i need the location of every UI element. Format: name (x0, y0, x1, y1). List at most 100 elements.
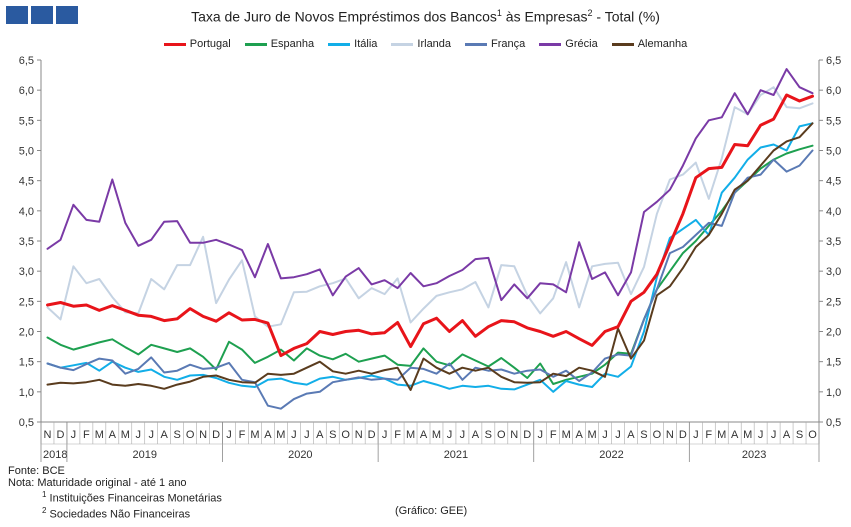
x-tick-label: S (640, 429, 647, 441)
y-tick-label-left: 3,5 (19, 236, 34, 248)
maturity-note: Nota: Maturidade original - até 1 ano (8, 477, 187, 489)
x-tick-label: D (212, 429, 220, 441)
year-label: 2020 (288, 449, 312, 461)
legend-label: Grécia (565, 38, 598, 50)
x-tick-label: J (226, 429, 232, 441)
x-tick-label: A (316, 429, 324, 441)
x-tick-label: J (615, 429, 621, 441)
x-tick-label: J (71, 429, 77, 441)
x-tick-label: A (627, 429, 635, 441)
y-tick-label-right: 3,0 (826, 266, 841, 278)
x-tick-label: A (783, 429, 791, 441)
x-tick-label: N (199, 429, 207, 441)
x-tick-label: A (264, 429, 272, 441)
x-tick-label: M (717, 429, 726, 441)
chart-legend: Portugal Espanha Itália Irlanda França Grécia… (0, 38, 851, 50)
x-tick-label: O (186, 429, 195, 441)
legend-swatch (465, 42, 488, 46)
x-tick-label: J (537, 429, 543, 441)
x-tick-label: J (136, 429, 142, 441)
x-tick-label: N (44, 429, 52, 441)
series-line-portugal (46, 93, 814, 358)
x-tick-label: M (250, 429, 259, 441)
x-tick-label: O (497, 429, 506, 441)
chart-notes: Fonte: BCE Nota: Maturidade original - a… (8, 465, 222, 520)
x-tick-label: S (796, 429, 803, 441)
y-tick-label-left: 1,0 (19, 387, 34, 399)
x-tick-label: J (602, 429, 608, 441)
x-tick-label: J (382, 429, 388, 441)
year-label: 2022 (599, 449, 623, 461)
y-tick-label-right: 0,5 (826, 417, 841, 429)
y-tick-label-left: 4,0 (19, 206, 34, 218)
x-tick-label: A (472, 429, 480, 441)
legend-swatch (328, 42, 351, 46)
legend-item: Alemanha (611, 38, 688, 50)
y-tick-label-right: 1,5 (826, 357, 841, 369)
legend-label: Portugal (189, 38, 231, 50)
x-tick-label: S (173, 429, 180, 441)
x-tick-label: O (341, 429, 350, 441)
legend-swatch (391, 42, 414, 46)
legend-item: Grécia (539, 38, 598, 50)
x-tick-label: J (304, 429, 310, 441)
y-tick-label-left: 4,5 (19, 176, 34, 188)
footnote-2: 2 Sociedades Não Financeiras (42, 505, 191, 521)
x-tick-label: A (109, 429, 117, 441)
x-tick-label: A (161, 429, 169, 441)
y-tick-label-left: 5,0 (19, 146, 34, 158)
x-tick-label: F (83, 429, 90, 441)
y-tick-label-right: 2,0 (826, 327, 841, 339)
series-line-alemanha (46, 122, 814, 391)
x-tick-label: A (420, 429, 428, 441)
year-label: 2018 (43, 449, 67, 461)
x-tick-label: M (587, 429, 596, 441)
legend-swatch (163, 42, 186, 46)
x-tick-label: M (743, 429, 752, 441)
series-line-grécia (46, 68, 814, 302)
legend-swatch (244, 42, 267, 46)
x-tick-label: S (485, 429, 492, 441)
legend-label: Espanha (270, 38, 315, 50)
legend-label: Irlanda (417, 38, 452, 50)
y-tick-label-right: 5,5 (826, 115, 841, 127)
x-tick-label: F (239, 429, 246, 441)
x-tick-label: S (329, 429, 336, 441)
x-tick-label: J (291, 429, 297, 441)
y-tick-label-left: 2,5 (19, 296, 34, 308)
series-line-itália (46, 122, 814, 393)
legend-item: Portugal (163, 38, 231, 50)
x-tick-label: O (808, 429, 817, 441)
x-tick-label: J (758, 429, 764, 441)
x-tick-label: F (705, 429, 712, 441)
chart-credit: (Gráfico: GEE) (395, 505, 468, 517)
legend-label: Alemanha (637, 38, 688, 50)
year-label: 2023 (742, 449, 766, 461)
y-tick-label-left: 0,5 (19, 417, 34, 429)
y-tick-label-left: 6,0 (19, 85, 34, 97)
x-tick-label: O (653, 429, 662, 441)
source-note: Fonte: BCE (8, 465, 65, 477)
x-tick-label: J (148, 429, 154, 441)
legend-item: Espanha (244, 38, 315, 50)
y-tick-label-right: 1,0 (826, 387, 841, 399)
y-tick-label-left: 1,5 (19, 357, 34, 369)
x-tick-label: M (95, 429, 104, 441)
x-tick-label: N (355, 429, 363, 441)
y-tick-label-left: 2,0 (19, 327, 34, 339)
series-line-frança (46, 149, 814, 410)
y-tick-label-left: 5,5 (19, 115, 34, 127)
series-line-irlanda (46, 86, 814, 328)
x-tick-label: M (121, 429, 130, 441)
year-label: 2021 (444, 449, 468, 461)
x-tick-label: F (550, 429, 557, 441)
x-tick-label: J (771, 429, 777, 441)
x-tick-label: M (562, 429, 571, 441)
y-tick-label-left: 3,0 (19, 266, 34, 278)
series-line-espanha (46, 144, 814, 385)
x-tick-label: J (460, 429, 466, 441)
x-tick-label: F (394, 429, 401, 441)
y-tick-label-right: 6,5 (826, 55, 841, 67)
x-tick-label: D (679, 429, 687, 441)
